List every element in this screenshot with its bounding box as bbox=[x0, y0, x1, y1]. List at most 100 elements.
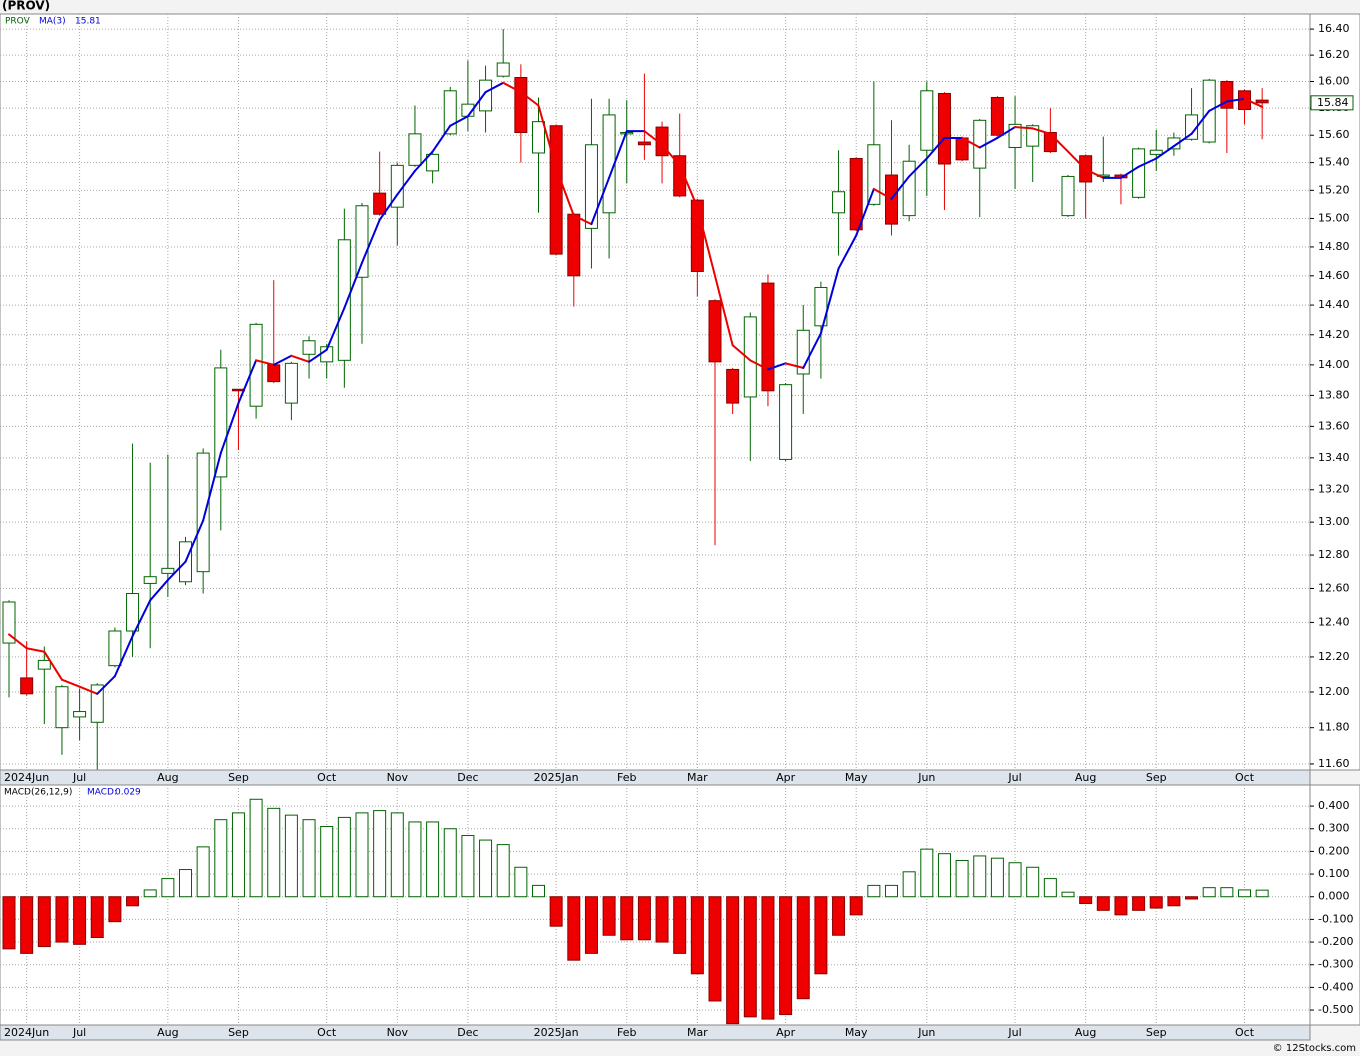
candle-body bbox=[1132, 148, 1146, 198]
macd-bar bbox=[320, 825, 334, 898]
candle-body bbox=[902, 160, 916, 217]
y-tick-label: -0.300 bbox=[1318, 958, 1353, 971]
x-tick-label: Jul bbox=[1007, 771, 1021, 784]
ma-line bbox=[590, 176, 611, 226]
macd-bar bbox=[620, 896, 634, 941]
candle-body bbox=[284, 362, 298, 404]
ma-line bbox=[872, 187, 893, 200]
ma-line bbox=[766, 362, 787, 371]
chart-title: (PROV) bbox=[2, 0, 50, 13]
x-tick-label: Mar bbox=[687, 771, 708, 784]
price-axis-panel bbox=[1309, 13, 1360, 771]
macd-bar bbox=[1202, 887, 1216, 898]
candle-body bbox=[55, 686, 69, 729]
macd-bar bbox=[161, 878, 175, 898]
candle-body bbox=[20, 677, 34, 695]
candle-body bbox=[743, 316, 757, 398]
ma-line bbox=[519, 91, 540, 107]
candle-body bbox=[761, 282, 775, 392]
y-tick-label: 0.000 bbox=[1318, 890, 1350, 903]
ma-line bbox=[396, 169, 416, 196]
candle-body bbox=[567, 213, 581, 277]
ma-line bbox=[661, 143, 681, 167]
y-tick-label: 12.20 bbox=[1318, 650, 1350, 663]
y-tick-label: 15.20 bbox=[1318, 183, 1350, 196]
y-tick-label: 12.60 bbox=[1318, 581, 1350, 594]
macd-bar bbox=[90, 896, 104, 939]
ma-line bbox=[678, 164, 699, 209]
ma-line bbox=[572, 214, 593, 226]
ma-line bbox=[643, 130, 664, 146]
x-tick-label: Apr bbox=[776, 771, 796, 784]
candle-body bbox=[108, 630, 122, 667]
x-tick-label: 2024Jun bbox=[4, 771, 49, 784]
macd-bar bbox=[1008, 862, 1022, 898]
x-tick-label: Sep bbox=[228, 1026, 249, 1039]
candle-body bbox=[673, 155, 687, 197]
candle-body bbox=[373, 192, 387, 215]
macd-bar bbox=[514, 866, 528, 898]
ma-line bbox=[449, 115, 469, 127]
last-price-tag bbox=[1310, 95, 1354, 111]
macd-bar bbox=[902, 871, 916, 898]
ma-line bbox=[1084, 168, 1105, 179]
x-tick-label: Jul bbox=[1007, 1026, 1021, 1039]
candle-body bbox=[708, 300, 722, 363]
ma-line bbox=[219, 402, 240, 455]
candle-body bbox=[355, 205, 369, 278]
ma-line bbox=[837, 234, 858, 270]
candle-body bbox=[990, 96, 1004, 136]
macd-axis-panel bbox=[1309, 784, 1360, 1026]
candle-body bbox=[637, 141, 651, 146]
x-tick-label: Mar bbox=[687, 1026, 708, 1039]
macd-bar bbox=[690, 896, 704, 975]
ma-line bbox=[361, 218, 381, 264]
macd-bar bbox=[832, 896, 846, 936]
ma-line bbox=[537, 104, 558, 170]
macd-bar bbox=[796, 896, 810, 1000]
ma-line bbox=[1243, 97, 1264, 108]
macd-bar bbox=[1079, 896, 1093, 905]
ma-line bbox=[819, 267, 840, 335]
candle-body bbox=[920, 90, 934, 151]
ma-line bbox=[1155, 145, 1175, 160]
macd-bar bbox=[426, 821, 440, 898]
macd-bar bbox=[37, 896, 51, 948]
legend-ma: MA(3) bbox=[39, 17, 66, 27]
macd-bar bbox=[532, 884, 545, 898]
macd-bar bbox=[867, 884, 881, 898]
candle-body bbox=[302, 340, 316, 355]
macd-prefix: MACD: bbox=[87, 788, 117, 798]
candle-body bbox=[126, 593, 140, 632]
ma-line bbox=[237, 359, 258, 405]
macd-bar bbox=[373, 810, 387, 898]
x-tick-label: Apr bbox=[776, 1026, 796, 1039]
candle-body bbox=[867, 144, 881, 205]
candle-body bbox=[249, 323, 263, 407]
candle-body bbox=[1255, 99, 1269, 104]
ma-line bbox=[290, 354, 311, 363]
macd-bar bbox=[284, 814, 298, 898]
ma-line bbox=[855, 187, 875, 237]
macd-bar bbox=[549, 896, 563, 927]
x-tick-label: Jun bbox=[917, 771, 935, 784]
macd-bar bbox=[1061, 891, 1075, 898]
macd-bar bbox=[1255, 889, 1269, 898]
candle-body bbox=[267, 364, 281, 383]
macd-bar bbox=[249, 798, 263, 898]
x-tick-label: May bbox=[845, 771, 868, 784]
y-tick-label: 13.00 bbox=[1318, 515, 1350, 528]
ma-line bbox=[502, 81, 522, 94]
y-tick-label: 13.40 bbox=[1318, 451, 1350, 464]
ma-line bbox=[184, 519, 205, 563]
macd-bar bbox=[267, 807, 281, 898]
macd-bar bbox=[496, 844, 510, 898]
x-tick-label: Aug bbox=[157, 1026, 178, 1039]
macd-bar bbox=[143, 889, 157, 898]
macd-value: 0.029 bbox=[115, 788, 141, 798]
candle-body bbox=[937, 92, 951, 165]
y-tick-label: 11.80 bbox=[1318, 721, 1350, 734]
candle-body bbox=[161, 567, 175, 574]
y-tick-label: 14.60 bbox=[1318, 269, 1350, 282]
